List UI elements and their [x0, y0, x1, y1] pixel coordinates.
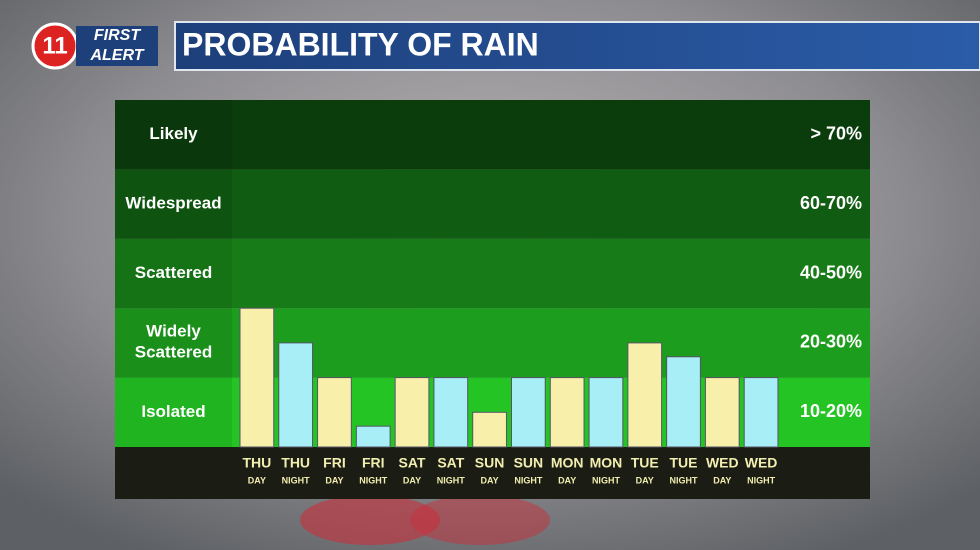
- x-tick-label: TUE: [670, 455, 698, 471]
- x-tick-label: WED: [706, 455, 739, 471]
- x-tick-label: TUE: [631, 455, 659, 471]
- x-tick-label: THU: [242, 455, 271, 471]
- band-name: Likely: [149, 124, 198, 143]
- band-label-shade: [115, 238, 232, 309]
- x-tick-label: FRI: [362, 455, 385, 471]
- band-label: > 70%: [810, 123, 862, 143]
- band-label: 60-70%: [800, 193, 862, 213]
- x-tick-sublabel: DAY: [558, 475, 576, 485]
- x-tick-label: THU: [281, 455, 310, 471]
- bar: [549, 377, 585, 448]
- x-tick-sublabel: NIGHT: [592, 475, 621, 485]
- band-label: 20-30%: [800, 332, 862, 352]
- x-tick-sublabel: NIGHT: [359, 475, 388, 485]
- bar: [394, 377, 430, 448]
- x-tick-label: FRI: [323, 455, 346, 471]
- logo-top: FIRST: [94, 27, 141, 44]
- bar: [511, 377, 546, 448]
- blur-spot: [410, 495, 550, 545]
- logo-bottom: ALERT: [89, 47, 144, 64]
- band-label-shade: [115, 169, 232, 239]
- x-tick-sublabel: NIGHT: [514, 475, 543, 485]
- bar: [472, 411, 507, 448]
- x-tick-sublabel: NIGHT: [747, 475, 776, 485]
- band: [115, 238, 870, 309]
- x-tick-sublabel: DAY: [636, 475, 654, 485]
- x-tick-sublabel: DAY: [325, 475, 343, 485]
- x-tick-label: WED: [745, 455, 778, 471]
- band: [115, 169, 870, 239]
- x-tick-label: SAT: [437, 455, 464, 471]
- logo-number: 11: [42, 32, 67, 59]
- bar: [704, 377, 740, 448]
- x-tick-sublabel: NIGHT: [437, 475, 466, 485]
- bar: [666, 356, 701, 448]
- band-label: 10-20%: [800, 401, 862, 421]
- x-tick-sublabel: NIGHT: [670, 475, 699, 485]
- bar: [743, 377, 779, 448]
- x-tick-sublabel: DAY: [403, 475, 421, 485]
- band-label-shade: [115, 308, 232, 378]
- band-name: Widespread: [125, 194, 221, 213]
- bar: [627, 342, 663, 448]
- bar: [588, 377, 624, 448]
- x-tick-label: SAT: [399, 455, 426, 471]
- band-label-shade: [115, 377, 232, 447]
- logo-box: [76, 26, 158, 66]
- x-tick-label: SUN: [475, 455, 505, 471]
- x-tick-label: SUN: [514, 455, 544, 471]
- x-tick-label: MON: [590, 455, 623, 471]
- title: PROBABILITY OF RAIN: [182, 26, 539, 62]
- x-tick-sublabel: DAY: [480, 475, 498, 485]
- bar: [433, 377, 469, 448]
- x-tick-sublabel: DAY: [713, 475, 731, 485]
- bar: [239, 307, 275, 448]
- bar: [317, 377, 352, 448]
- band-name: Isolated: [141, 402, 205, 421]
- chart: Isolated 10-20% Widely Scattered 20-30% Scatt…: [115, 100, 870, 485]
- blur-spot: [300, 495, 440, 545]
- band-name: Scattered: [135, 263, 212, 282]
- bar: [355, 425, 391, 448]
- label-strip: [115, 447, 870, 499]
- band-label: 40-50%: [800, 262, 862, 282]
- band-label-shade: [115, 100, 232, 170]
- x-tick-label: MON: [551, 455, 584, 471]
- band-name: Widely Scattered: [135, 322, 212, 362]
- bar: [278, 342, 314, 448]
- x-tick-sublabel: NIGHT: [282, 475, 311, 485]
- band: [115, 100, 870, 170]
- x-tick-sublabel: DAY: [248, 475, 266, 485]
- title-bar: [174, 21, 980, 71]
